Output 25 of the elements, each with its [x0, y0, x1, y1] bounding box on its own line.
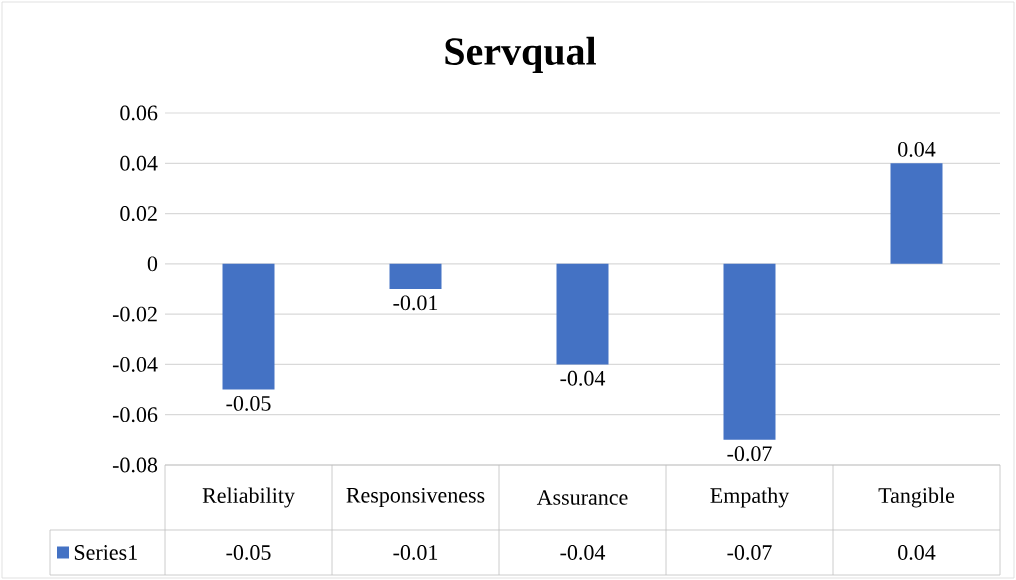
data-label: -0.05 [226, 545, 271, 560]
data-label: -0.07 [727, 545, 772, 560]
text: 0.04 [898, 141, 936, 157]
data-label: -0.04 [560, 545, 606, 560]
data-label: -0.01 [393, 545, 438, 560]
x-tick-label: Reliability [202, 487, 295, 508]
text: -0.01 [393, 295, 438, 311]
x-tick-label: Assurance [536, 490, 628, 505]
x-tick-label: Empathy [710, 487, 790, 508]
y-tick-label: -0.02 [112, 306, 157, 322]
text: -0.07 [727, 446, 772, 462]
y-tick-label: 0 [147, 256, 158, 272]
text: -0.05 [226, 395, 271, 411]
text: -0.04 [560, 370, 606, 386]
y-tick-label: -0.06 [112, 407, 158, 423]
chart-title: Servqual [445, 36, 596, 74]
x-tick-label: Tangible [878, 487, 955, 508]
y-tick-label: -0.04 [112, 356, 158, 372]
y-tick-label: 0.06 [120, 105, 158, 121]
legend-label: Series1 [74, 545, 137, 560]
data-label: 0.04 [898, 545, 936, 560]
y-tick-label: 0.02 [120, 206, 157, 222]
x-tick-label: Responsiveness [346, 487, 485, 508]
y-tick-label: -0.08 [112, 457, 158, 473]
y-tick-label: 0.04 [120, 155, 158, 171]
